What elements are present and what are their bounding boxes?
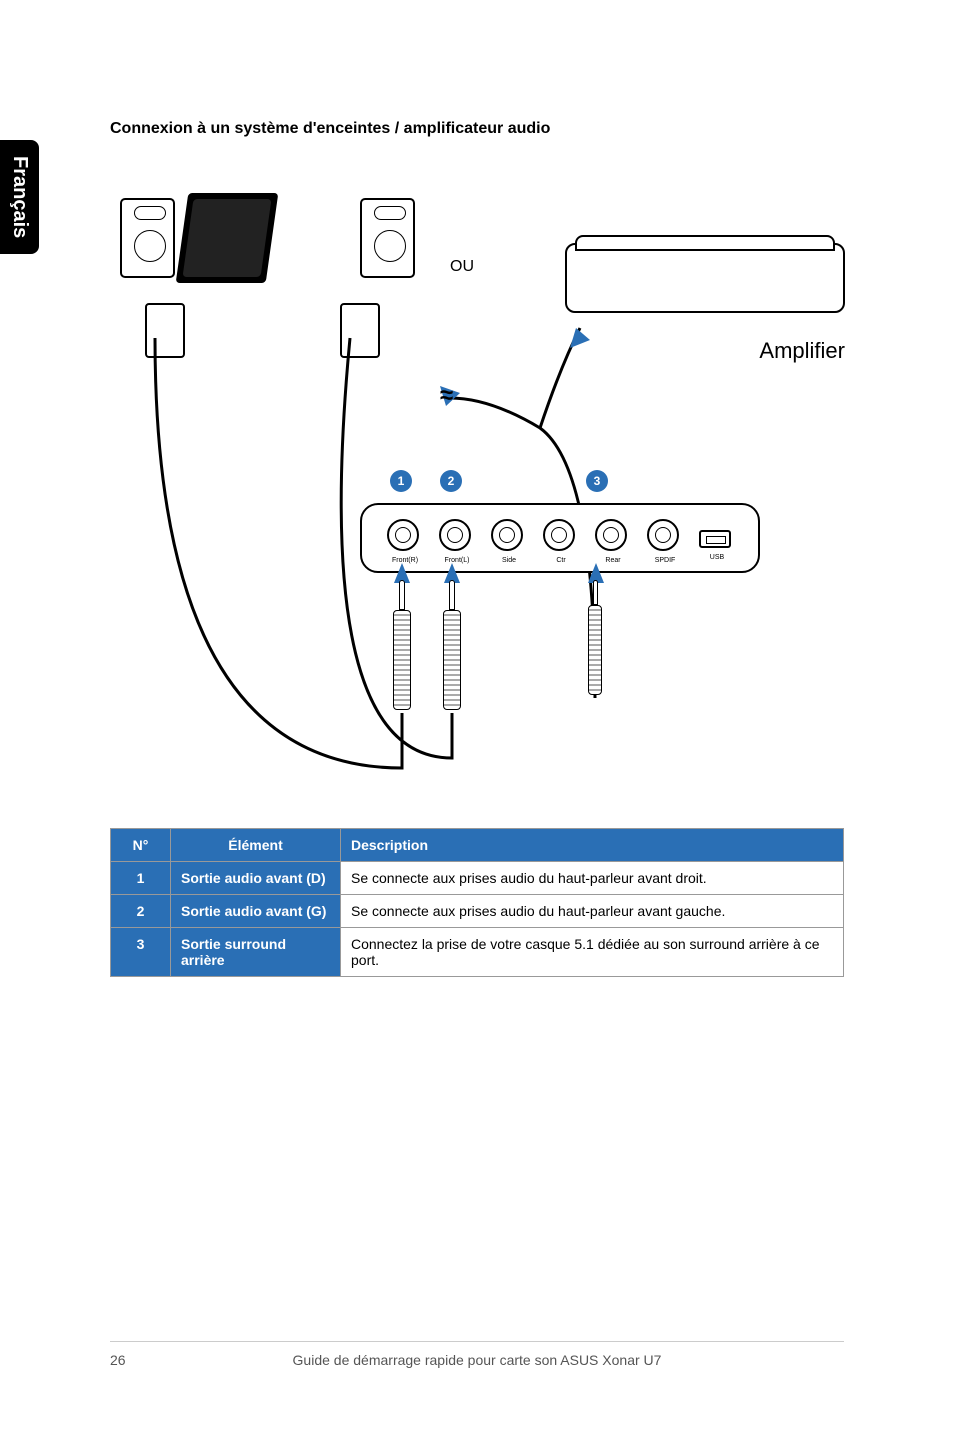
header-description: Description (341, 829, 844, 862)
front-speaker-icon (120, 198, 175, 278)
cell-element: Sortie audio avant (G) (171, 895, 341, 928)
rear-speaker-icon (145, 303, 185, 358)
port-rear: Rear (595, 519, 627, 551)
jack-plug-icon (393, 580, 411, 780)
cell-description: Se connecte aux prises audio du haut-par… (341, 862, 844, 895)
header-num: N° (111, 829, 171, 862)
cell-element: Sortie surround arrière (171, 928, 341, 977)
cell-description: Se connecte aux prises audio du haut-par… (341, 895, 844, 928)
page-content: Connexion à un système d'enceintes / amp… (0, 0, 954, 977)
header-element: Élément (171, 829, 341, 862)
cell-num: 2 (111, 895, 171, 928)
subwoofer-icon (176, 193, 279, 283)
port-usb: USB (699, 530, 731, 548)
callout-1: 1 (390, 470, 412, 492)
device-rear-panel: Front(R) Front(L) Side Ctr Rear SPDIF US… (360, 503, 760, 573)
page-number: 26 (110, 1352, 126, 1368)
section-title: Connexion à un système d'enceintes / amp… (110, 120, 844, 138)
callout-3: 3 (586, 470, 608, 492)
footer-title: Guide de démarrage rapide pour carte son… (110, 1352, 844, 1368)
amplifier-label: Amplifier (759, 338, 845, 364)
table-row: 1 Sortie audio avant (D) Se connecte aux… (111, 862, 844, 895)
cell-num: 3 (111, 928, 171, 977)
port-spdif: SPDIF (647, 519, 679, 551)
port-front-r: Front(R) (387, 519, 419, 551)
jack-plug-icon (443, 580, 461, 780)
description-table: N° Élément Description 1 Sortie audio av… (110, 828, 844, 977)
front-speaker-icon (360, 198, 415, 278)
port-side: Side (491, 519, 523, 551)
cell-num: 1 (111, 862, 171, 895)
table-header-row: N° Élément Description (111, 829, 844, 862)
table-row: 2 Sortie audio avant (G) Se connecte aux… (111, 895, 844, 928)
cell-element: Sortie audio avant (D) (171, 862, 341, 895)
port-front-l: Front(L) (439, 519, 471, 551)
connection-diagram: OU Amplifier ≈ Front(R) Front(L) Side Ct… (110, 168, 850, 788)
rear-speaker-icon (340, 303, 380, 358)
callout-2: 2 (440, 470, 462, 492)
svg-text:≈: ≈ (440, 382, 453, 409)
port-ctr: Ctr (543, 519, 575, 551)
or-label: OU (450, 258, 474, 276)
page-footer: 26 Guide de démarrage rapide pour carte … (110, 1341, 844, 1368)
cell-description: Connectez la prise de votre casque 5.1 d… (341, 928, 844, 977)
jack-plug-icon (588, 580, 602, 780)
language-tab: Français (0, 140, 39, 254)
table-row: 3 Sortie surround arrière Connectez la p… (111, 928, 844, 977)
amplifier-icon (565, 243, 845, 313)
